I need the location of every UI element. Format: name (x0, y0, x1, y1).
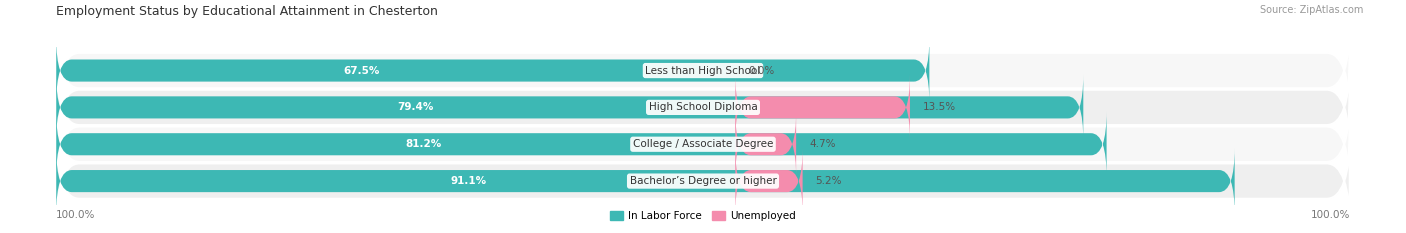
Text: 91.1%: 91.1% (450, 176, 486, 186)
Text: 13.5%: 13.5% (922, 102, 956, 112)
Text: 0.0%: 0.0% (748, 65, 775, 75)
FancyBboxPatch shape (56, 96, 1350, 193)
Text: Bachelor’s Degree or higher: Bachelor’s Degree or higher (630, 176, 776, 186)
FancyBboxPatch shape (735, 111, 796, 177)
FancyBboxPatch shape (735, 74, 910, 140)
FancyBboxPatch shape (56, 22, 1350, 119)
FancyBboxPatch shape (56, 111, 1107, 177)
Text: 100.0%: 100.0% (56, 210, 96, 220)
Text: 5.2%: 5.2% (815, 176, 842, 186)
Text: 79.4%: 79.4% (398, 102, 434, 112)
Text: Employment Status by Educational Attainment in Chesterton: Employment Status by Educational Attainm… (56, 5, 439, 18)
FancyBboxPatch shape (56, 37, 929, 104)
Text: College / Associate Degree: College / Associate Degree (633, 139, 773, 149)
Text: Source: ZipAtlas.com: Source: ZipAtlas.com (1260, 5, 1364, 15)
Text: High School Diploma: High School Diploma (648, 102, 758, 112)
Text: 67.5%: 67.5% (343, 65, 380, 75)
Text: Less than High School: Less than High School (645, 65, 761, 75)
Legend: In Labor Force, Unemployed: In Labor Force, Unemployed (606, 207, 800, 226)
FancyBboxPatch shape (56, 132, 1350, 230)
Text: 100.0%: 100.0% (1310, 210, 1350, 220)
Text: 81.2%: 81.2% (406, 139, 441, 149)
FancyBboxPatch shape (56, 148, 1234, 214)
FancyBboxPatch shape (735, 148, 803, 214)
FancyBboxPatch shape (56, 74, 1083, 140)
Text: 4.7%: 4.7% (808, 139, 835, 149)
FancyBboxPatch shape (56, 59, 1350, 156)
